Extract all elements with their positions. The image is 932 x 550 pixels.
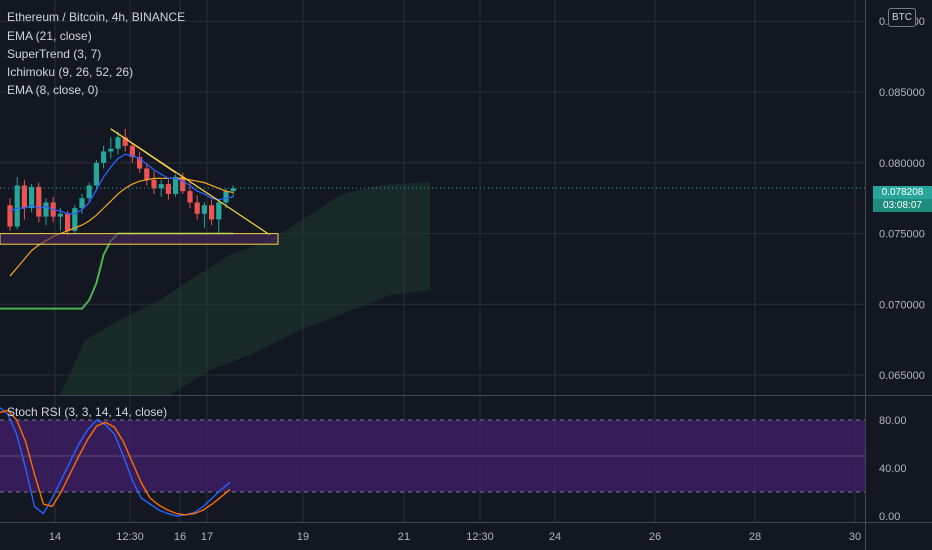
bar-countdown-label: 03:08:07 (873, 199, 932, 212)
x-tick-label: 28 (749, 531, 761, 543)
user-drawings[interactable] (0, 128, 279, 245)
candle-body (137, 157, 143, 169)
candle-body (144, 168, 150, 180)
candle-body (201, 205, 207, 214)
indicator-ema21-label[interactable]: EMA (21, close) (7, 29, 92, 43)
candle-body (151, 179, 157, 189)
x-tick-label: 19 (297, 531, 309, 543)
candle-body (36, 186, 42, 217)
candle-body (129, 145, 135, 158)
ichimoku-cloud (60, 182, 430, 395)
currency-badge[interactable]: BTC (888, 8, 916, 27)
x-tick-label: 16 (174, 531, 186, 543)
x-tick-label: 17 (201, 531, 213, 543)
ema21-line (9, 177, 234, 277)
candle-body (57, 213, 63, 217)
candle-body (180, 176, 186, 192)
y-tick-label: 0.080000 (879, 158, 925, 170)
indicator-supertrend-label[interactable]: SuperTrend (3, 7) (7, 47, 102, 61)
last-price-label: 0.078208 (873, 186, 932, 199)
stoch-rsi-d-line (0, 409, 231, 516)
cloud-area (60, 182, 430, 395)
candle-body (108, 148, 114, 152)
candle-body (101, 151, 107, 163)
support-zone-box (0, 233, 279, 245)
y-tick-label: 0.070000 (879, 299, 925, 311)
symbol-title[interactable]: Ethereum / Bitcoin, 4h, BINANCE (7, 10, 186, 24)
rsi-y-tick-label: 80.00 (879, 415, 907, 427)
candle-body (115, 137, 121, 149)
candle-body (14, 185, 20, 227)
y-tick-label: 0.075000 (879, 229, 925, 241)
candle-body (230, 188, 236, 192)
x-tick-label: 30 (849, 531, 861, 543)
candle-body (21, 185, 27, 209)
candle-body (223, 191, 229, 203)
candle-body (194, 202, 200, 214)
candle-body (7, 205, 13, 227)
candle-body (29, 186, 35, 209)
candle-body (122, 137, 128, 146)
rsi-y-tick-label: 0.00 (879, 511, 900, 523)
x-tick-label: 12:30 (116, 531, 144, 543)
ema8-line (9, 153, 234, 215)
x-tick-label: 24 (549, 531, 561, 543)
candle-body (65, 213, 71, 231)
candle-body (165, 184, 171, 194)
candle-body (173, 176, 179, 194)
y-tick-label: 0.065000 (879, 370, 925, 382)
candle-body (158, 184, 164, 189)
x-tick-label: 26 (649, 531, 661, 543)
stoch-rsi-label[interactable]: Stoch RSI (3, 3, 14, 14, close) (7, 405, 168, 419)
candle-body (93, 162, 99, 186)
candle-body (187, 191, 193, 203)
candle-body (79, 198, 85, 209)
x-tick-label: 14 (49, 531, 61, 543)
indicator-ema8-label[interactable]: EMA (8, close, 0) (7, 83, 99, 97)
indicator-ichimoku-label[interactable]: Ichimoku (9, 26, 52, 26) (7, 65, 134, 79)
trendline-upper (110, 128, 176, 174)
candle-body (216, 202, 222, 220)
candle-body (72, 208, 78, 231)
candle-body (86, 185, 92, 199)
y-tick-label: 0.085000 (879, 87, 925, 99)
stoch-rsi-pane (0, 406, 865, 517)
candle-body (209, 205, 215, 220)
x-tick-label: 21 (398, 531, 410, 543)
candle-body (43, 202, 49, 217)
x-tick-label: 12:30 (466, 531, 494, 543)
rsi-y-tick-label: 40.00 (879, 463, 907, 475)
